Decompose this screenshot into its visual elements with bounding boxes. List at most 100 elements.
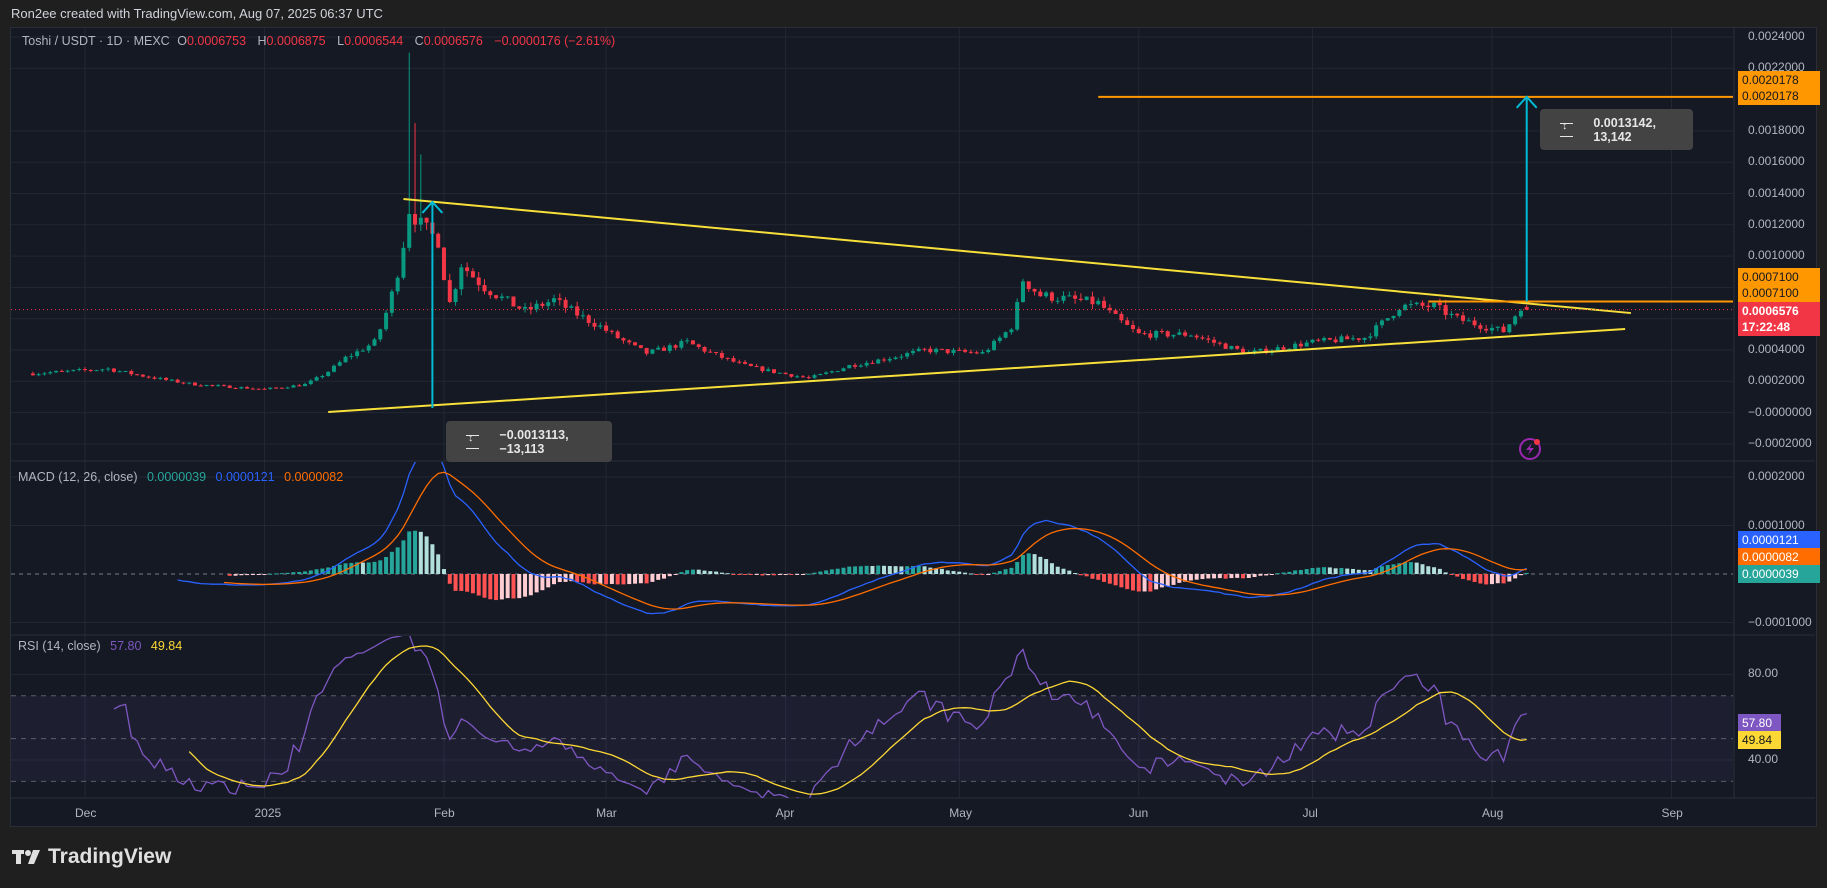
candle[interactable] bbox=[1478, 322, 1483, 333]
candle[interactable] bbox=[690, 340, 695, 345]
candle[interactable] bbox=[175, 378, 180, 384]
candle[interactable] bbox=[441, 246, 446, 281]
candle[interactable] bbox=[482, 279, 487, 295]
candle[interactable] bbox=[824, 371, 829, 375]
candle[interactable] bbox=[992, 338, 997, 351]
candle[interactable] bbox=[1223, 342, 1228, 349]
macd-title[interactable]: MACD (12, 26, close) bbox=[18, 470, 138, 484]
candle[interactable] bbox=[233, 387, 238, 390]
candle[interactable] bbox=[575, 301, 580, 319]
candle[interactable] bbox=[1449, 311, 1454, 319]
candle[interactable] bbox=[1229, 345, 1234, 350]
candle[interactable] bbox=[372, 337, 377, 347]
candle[interactable] bbox=[974, 350, 979, 355]
candle[interactable] bbox=[551, 294, 556, 307]
candle[interactable] bbox=[111, 367, 116, 373]
candle[interactable] bbox=[36, 372, 41, 377]
candle[interactable] bbox=[343, 355, 348, 363]
candle[interactable] bbox=[1067, 291, 1072, 297]
candle[interactable] bbox=[1437, 298, 1442, 311]
candle[interactable] bbox=[806, 375, 811, 380]
candle[interactable] bbox=[268, 387, 273, 390]
candle[interactable] bbox=[1084, 296, 1089, 301]
candle[interactable] bbox=[71, 369, 76, 372]
candle[interactable] bbox=[592, 318, 597, 331]
candle[interactable] bbox=[638, 345, 643, 349]
candle[interactable] bbox=[407, 52, 412, 252]
candle[interactable] bbox=[812, 373, 817, 379]
candle[interactable] bbox=[1472, 316, 1477, 328]
candle[interactable] bbox=[1049, 291, 1054, 304]
candle[interactable] bbox=[146, 375, 151, 379]
candle[interactable] bbox=[48, 370, 53, 375]
candle[interactable] bbox=[719, 350, 724, 360]
candle[interactable] bbox=[772, 369, 777, 374]
candle[interactable] bbox=[129, 369, 134, 376]
candle[interactable] bbox=[1061, 291, 1066, 304]
candle[interactable] bbox=[1194, 333, 1199, 340]
candle[interactable] bbox=[193, 381, 198, 386]
candle[interactable] bbox=[1368, 332, 1373, 341]
candle[interactable] bbox=[204, 384, 209, 387]
candle[interactable] bbox=[418, 154, 423, 232]
candle[interactable] bbox=[795, 374, 800, 378]
candle[interactable] bbox=[227, 385, 232, 389]
candle[interactable] bbox=[685, 337, 690, 344]
candle[interactable] bbox=[644, 347, 649, 356]
candle[interactable] bbox=[922, 347, 927, 352]
candle[interactable] bbox=[968, 349, 973, 354]
candle[interactable] bbox=[1489, 324, 1494, 335]
candle[interactable] bbox=[656, 345, 661, 351]
candle[interactable] bbox=[777, 372, 782, 374]
candle[interactable] bbox=[1136, 326, 1141, 334]
measure-down-label[interactable]: −0.0013113, −13,113 bbox=[446, 421, 612, 462]
candle[interactable] bbox=[1426, 302, 1431, 312]
candle[interactable] bbox=[1078, 293, 1083, 302]
candle[interactable] bbox=[997, 335, 1002, 344]
candle[interactable] bbox=[910, 348, 915, 356]
candle[interactable] bbox=[1310, 339, 1315, 344]
candle[interactable] bbox=[291, 384, 296, 388]
candle[interactable] bbox=[413, 123, 418, 233]
candle[interactable] bbox=[905, 351, 910, 360]
candle[interactable] bbox=[586, 314, 591, 327]
candle[interactable] bbox=[59, 369, 64, 372]
candle[interactable] bbox=[1304, 339, 1309, 347]
candle[interactable] bbox=[818, 373, 823, 376]
candle[interactable] bbox=[743, 359, 748, 365]
candle[interactable] bbox=[1455, 312, 1460, 318]
candle[interactable] bbox=[783, 372, 788, 375]
candle[interactable] bbox=[476, 271, 481, 292]
candle[interactable] bbox=[106, 366, 111, 372]
candle[interactable] bbox=[893, 356, 898, 360]
candle[interactable] bbox=[1154, 329, 1159, 341]
candle[interactable] bbox=[366, 343, 371, 354]
candle[interactable] bbox=[465, 262, 470, 277]
candle[interactable] bbox=[650, 348, 655, 355]
upper-trendline[interactable] bbox=[403, 197, 1632, 315]
candle[interactable] bbox=[1009, 328, 1014, 335]
candle[interactable] bbox=[540, 301, 545, 309]
candle[interactable] bbox=[864, 360, 869, 368]
candle[interactable] bbox=[1322, 336, 1327, 343]
candle[interactable] bbox=[210, 384, 215, 387]
candle[interactable] bbox=[54, 370, 59, 374]
candle[interactable] bbox=[355, 348, 360, 359]
candle[interactable] bbox=[1165, 330, 1170, 339]
candle[interactable] bbox=[216, 383, 221, 387]
candle[interactable] bbox=[499, 293, 504, 301]
measure-down-arrow[interactable] bbox=[421, 200, 444, 408]
candle[interactable] bbox=[303, 382, 308, 387]
candle[interactable] bbox=[627, 339, 632, 345]
candle[interactable] bbox=[1188, 334, 1193, 337]
candle[interactable] bbox=[800, 375, 805, 378]
candle[interactable] bbox=[1171, 334, 1176, 339]
candle[interactable] bbox=[308, 379, 313, 386]
candle[interactable] bbox=[1403, 303, 1408, 312]
candle[interactable] bbox=[158, 376, 163, 380]
candle[interactable] bbox=[349, 353, 354, 360]
candle[interactable] bbox=[326, 371, 331, 377]
candle[interactable] bbox=[459, 264, 464, 296]
candle[interactable] bbox=[1102, 296, 1107, 309]
lightning-icon[interactable] bbox=[1519, 438, 1541, 460]
